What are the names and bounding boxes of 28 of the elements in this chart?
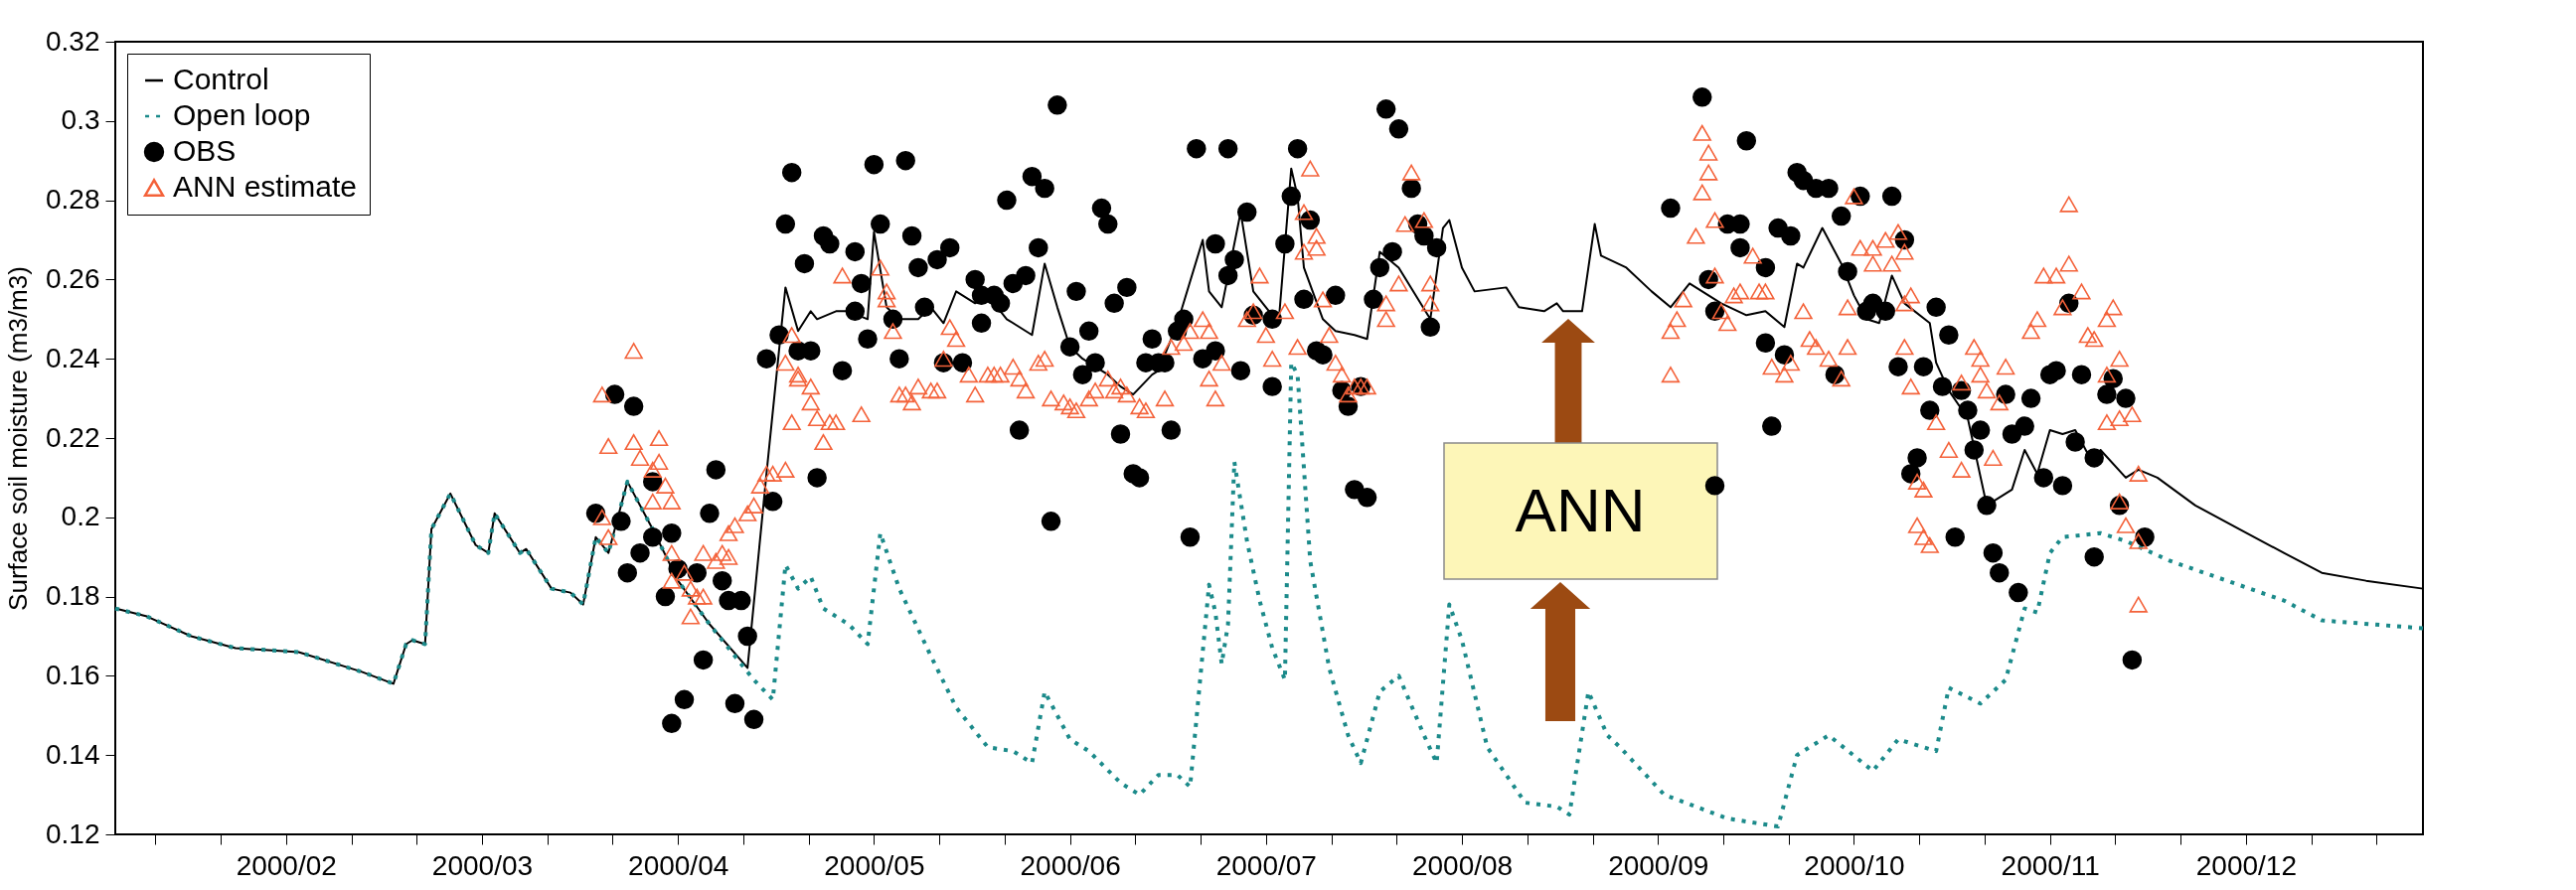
legend-label: Control <box>173 63 269 95</box>
x-tick-label: 2000/12 <box>2195 849 2297 881</box>
legend-label: ANN estimate <box>173 170 358 203</box>
x-tick-label: 2000/05 <box>824 849 925 881</box>
x-tick-label: 2000/08 <box>1411 849 1514 881</box>
y-tick-label: 0.32 <box>46 25 100 57</box>
y-tick-label: 0.22 <box>46 421 100 453</box>
x-tick-label: 2000/09 <box>1608 849 1709 881</box>
y-tick-label: 0.16 <box>46 659 100 690</box>
x-tick-label: 2000/04 <box>628 849 729 881</box>
x-tick-label: 2000/02 <box>236 849 337 881</box>
x-tick-label: 2000/06 <box>1020 849 1121 881</box>
x-tick-label: 2000/10 <box>1804 849 1905 881</box>
x-tick-label: 2000/03 <box>431 849 534 881</box>
y-tick-label: 0.12 <box>46 817 100 849</box>
y-tick-label: 0.3 <box>61 104 100 136</box>
y-axis-title: Surface soil moisture (m3/m3) <box>3 266 33 611</box>
y-tick-label: 0.26 <box>46 262 100 294</box>
y-tick-label: 0.18 <box>46 580 100 612</box>
annotation: ANN <box>1515 476 1646 544</box>
y-tick-label: 0.2 <box>61 501 100 532</box>
y-tick-label: 0.14 <box>46 738 100 770</box>
y-tick-label: 0.24 <box>46 342 100 373</box>
legend-label: OBS <box>173 134 237 167</box>
x-tick-label: 2000/07 <box>1215 849 1317 881</box>
legend-label: Open loop <box>173 98 311 131</box>
x-tick-label: 2000/11 <box>2001 849 2100 881</box>
y-tick-label: 0.28 <box>46 184 100 216</box>
